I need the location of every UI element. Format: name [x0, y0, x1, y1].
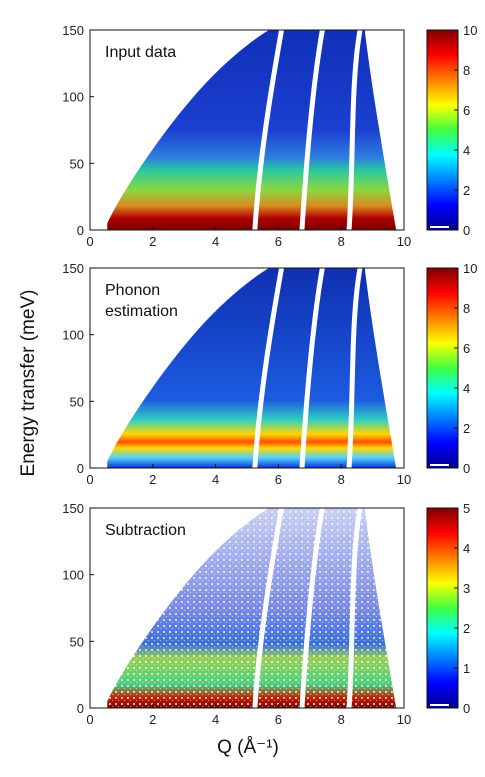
colorbar-tick-label: 2 [463, 621, 470, 636]
colorbar-tick-label: 6 [463, 341, 470, 356]
x-tick-label: 0 [86, 712, 93, 727]
y-tick-label: 150 [62, 23, 84, 38]
detector-gap-1 [252, 29, 285, 231]
x-tick-label: 4 [212, 712, 219, 727]
y-tick-label: 0 [77, 223, 84, 238]
colorbar-tick-label: 4 [463, 143, 470, 158]
axes-frame [89, 507, 405, 709]
axes-frame [89, 267, 405, 469]
heatmap-region [107, 30, 397, 230]
y-tick-label: 100 [62, 90, 84, 105]
colorbar-tick-label: 2 [463, 421, 470, 436]
x-tick-label: 4 [212, 472, 219, 487]
y-tick-label: 100 [62, 328, 84, 343]
colorbar-gradient [426, 29, 459, 231]
colorbar: 0 2 4 6 8 10 [426, 23, 477, 238]
heatmap-region [107, 268, 397, 468]
colorbar-tick-label: 2 [463, 183, 470, 198]
detector-gap-3 [346, 267, 363, 469]
y-tick-label: 50 [70, 394, 84, 409]
colorbar-tick-label: 4 [463, 541, 470, 556]
y-tick-label: 50 [70, 634, 84, 649]
detector-gap-3 [346, 507, 363, 709]
x-tick-label: 0 [86, 234, 93, 249]
colorbar-tick-label: 0 [463, 223, 470, 238]
detector-gap-1 [252, 267, 285, 469]
x-tick-label: 2 [149, 472, 156, 487]
x-tick-label: 10 [397, 234, 411, 249]
colorbar-gradient [426, 267, 459, 469]
colorbar-tick-label: 6 [463, 103, 470, 118]
detector-gap-3 [346, 29, 363, 231]
x-tick-label: 0 [86, 472, 93, 487]
panel-title: Input data [105, 44, 176, 61]
detector-gap-2 [299, 267, 325, 469]
detector-gap-1 [252, 507, 285, 709]
x-tick-label: 8 [338, 472, 345, 487]
colorbar-tick-label: 8 [463, 63, 470, 78]
colorbar-tick-label: 3 [463, 581, 470, 596]
colorbar-tick-label: 0 [463, 461, 470, 476]
y-tick-label: 100 [62, 568, 84, 583]
x-tick-label: 8 [338, 234, 345, 249]
x-tick-label: 6 [275, 472, 282, 487]
x-tick-label: 2 [149, 234, 156, 249]
x-axis-label: Q (Å⁻¹) [217, 737, 279, 758]
colorbar: 0 1 2 3 4 5 [426, 501, 470, 716]
colorbar-tick-label: 10 [463, 23, 477, 38]
colorbar-tick-label: 4 [463, 381, 470, 396]
heatmap-noise [107, 508, 397, 708]
colorbar-tick-label: 0 [463, 701, 470, 716]
x-tick-label: 6 [275, 234, 282, 249]
y-tick-label: 150 [62, 261, 84, 276]
colorbar-tick-label: 10 [463, 261, 477, 276]
y-tick-label: 50 [70, 156, 84, 171]
x-tick-label: 10 [397, 712, 411, 727]
x-tick-label: 4 [212, 234, 219, 249]
panel-title: Subtraction [105, 522, 186, 539]
detector-gap-2 [299, 507, 325, 709]
x-tick-label: 2 [149, 712, 156, 727]
detector-gap-2 [299, 29, 325, 231]
y-tick-label: 150 [62, 501, 84, 516]
colorbar-tick-label: 5 [463, 501, 470, 516]
axes-frame [89, 29, 405, 231]
panel-title: Phonon estimation [105, 282, 178, 320]
colorbar-gradient [426, 507, 459, 709]
x-tick-label: 6 [275, 712, 282, 727]
x-tick-label: 10 [397, 472, 411, 487]
y-tick-label: 0 [77, 461, 84, 476]
x-tick-label: 8 [338, 712, 345, 727]
y-axis-label: Energy transfer (meV) [18, 290, 39, 477]
y-tick-label: 0 [77, 701, 84, 716]
colorbar-tick-label: 1 [463, 661, 470, 676]
colorbar-tick-label: 8 [463, 301, 470, 316]
colorbar: 0 2 4 6 8 10 [426, 261, 477, 476]
